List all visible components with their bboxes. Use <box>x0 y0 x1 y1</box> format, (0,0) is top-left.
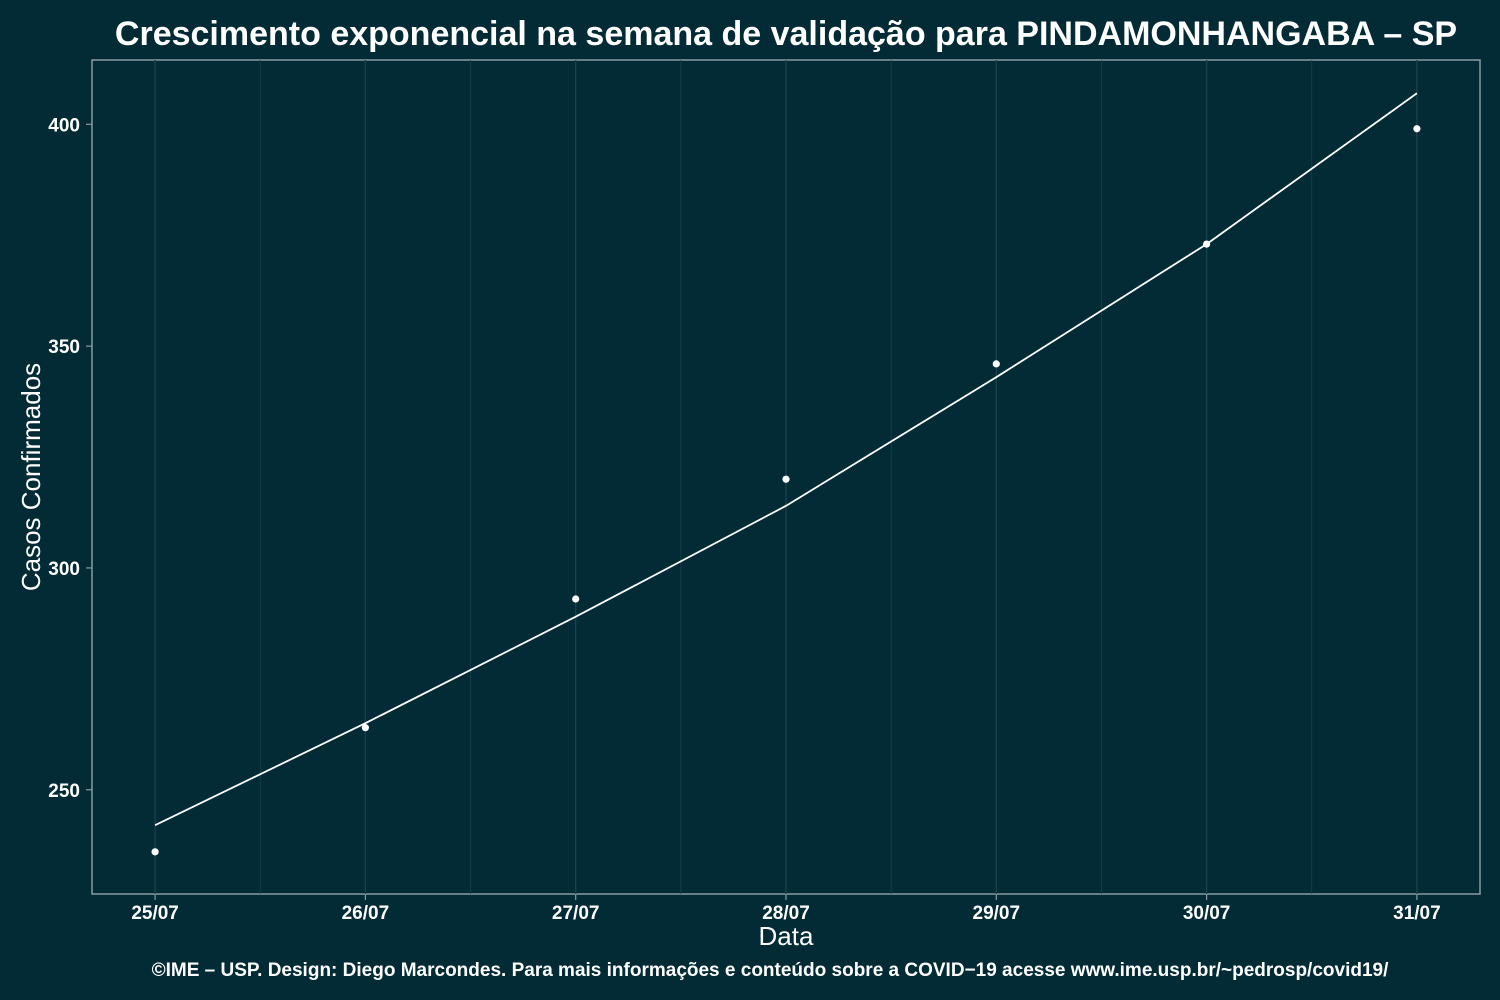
series <box>151 92 1421 856</box>
x-tick-label: 26/07 <box>342 903 390 924</box>
data-point <box>361 724 369 732</box>
data-point <box>151 848 159 856</box>
data-point <box>1203 240 1211 248</box>
chart-title: Crescimento exponencial na semana de val… <box>115 15 1457 53</box>
grid-lines <box>154 60 1418 894</box>
y-tick-label: 400 <box>48 115 80 136</box>
data-point <box>782 475 790 483</box>
data-point <box>1413 125 1421 133</box>
x-tick-label: 28/07 <box>762 903 810 924</box>
x-tick-label: 30/07 <box>1183 903 1231 924</box>
y-tick-label: 300 <box>48 559 80 580</box>
axis-ticks: 25/07 26/07 27/07 28/07 29/07 30/07 31/07 250 30… <box>48 115 1440 924</box>
x-tick-label: 27/07 <box>552 903 600 924</box>
x-tick-label: 25/07 <box>131 903 179 924</box>
y-tick-label: 350 <box>48 337 80 358</box>
caption: ©IME – USP. Design: Diego Marcondes. Par… <box>152 960 1389 981</box>
x-axis-title: Data <box>759 921 814 951</box>
data-point <box>572 595 580 603</box>
y-axis-title: Casos Confirmados <box>16 363 46 591</box>
x-tick-label: 31/07 <box>1393 903 1441 924</box>
y-tick-label: 250 <box>48 781 80 802</box>
x-tick-label: 29/07 <box>973 903 1021 924</box>
data-point <box>992 360 1000 368</box>
